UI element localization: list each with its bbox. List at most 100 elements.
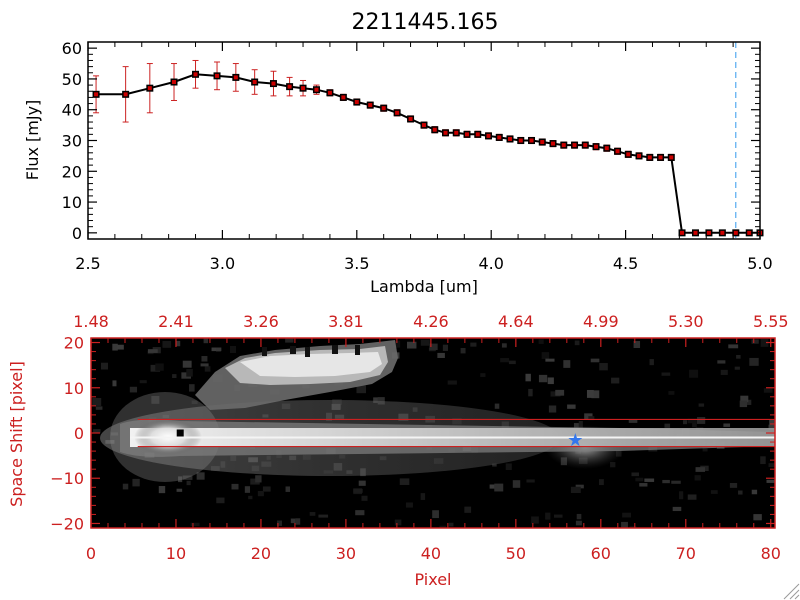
data-point-center bbox=[486, 133, 491, 138]
data-point-center bbox=[341, 95, 346, 100]
noise-speck bbox=[447, 380, 457, 385]
data-point-center bbox=[301, 86, 306, 91]
data-point-center bbox=[540, 140, 545, 145]
noise-speck bbox=[598, 479, 604, 486]
image-top-tick-label: 4.26 bbox=[413, 312, 449, 331]
noise-speck bbox=[751, 339, 759, 344]
noise-speck bbox=[231, 483, 239, 490]
image-x-tick-label: 0 bbox=[86, 544, 96, 563]
noise-speck bbox=[112, 380, 117, 387]
spectrum-panel: 2.5 3.0 3.5 4.0 4.5 5.0 0 10 20 30 40 50 60 Lambda [… bbox=[23, 39, 773, 296]
noise-speck bbox=[639, 483, 648, 487]
data-point-center bbox=[693, 230, 698, 235]
noise-speck bbox=[201, 356, 208, 362]
data-point-center bbox=[465, 132, 470, 137]
noise-speck bbox=[717, 360, 726, 364]
noise-speck bbox=[662, 479, 670, 484]
noise-speck bbox=[698, 403, 705, 407]
noise-speck bbox=[429, 343, 438, 351]
resize-grip[interactable] bbox=[783, 583, 800, 600]
noise-speck bbox=[687, 494, 697, 500]
noise-speck bbox=[505, 463, 512, 471]
noise-speck bbox=[399, 478, 410, 485]
noise-speck bbox=[591, 390, 600, 399]
data-point-center bbox=[215, 73, 220, 78]
noise-speck bbox=[749, 357, 759, 366]
noise-speck bbox=[494, 403, 500, 409]
data-point-center bbox=[408, 116, 413, 121]
y-tick-label: 10 bbox=[62, 193, 82, 212]
noise-speck bbox=[216, 497, 225, 504]
noise-speck bbox=[309, 512, 316, 516]
data-point-center bbox=[172, 80, 177, 85]
noise-speck bbox=[633, 341, 641, 349]
noise-speck bbox=[541, 352, 550, 359]
y-tick-label: 40 bbox=[62, 101, 82, 120]
noise-speck bbox=[203, 338, 209, 344]
noise-speck bbox=[460, 347, 466, 354]
noise-speck bbox=[186, 480, 191, 486]
data-point-center bbox=[626, 152, 631, 157]
data-point-center bbox=[604, 146, 609, 151]
noise-speck bbox=[692, 419, 697, 428]
spectrum-points bbox=[92, 70, 764, 237]
noise-speck bbox=[276, 520, 283, 526]
noise-speck bbox=[672, 506, 682, 512]
data-point-center bbox=[615, 149, 620, 154]
image-x-tick-label: 70 bbox=[676, 544, 696, 563]
noise-speck bbox=[545, 512, 551, 520]
noise-speck bbox=[621, 521, 628, 528]
data-point-center bbox=[314, 87, 319, 92]
noise-speck bbox=[178, 476, 183, 483]
noise-speck bbox=[492, 463, 497, 467]
spectrum-frame bbox=[87, 41, 761, 240]
data-point-center bbox=[669, 155, 674, 160]
image-top-tick-label: 1.48 bbox=[73, 312, 109, 331]
noise-speck bbox=[361, 495, 368, 501]
noise-speck bbox=[584, 413, 593, 420]
spectrum-ylabel: Flux [mJy] bbox=[23, 100, 42, 181]
noise-speck bbox=[610, 462, 616, 468]
x-tick-label: 4.0 bbox=[478, 254, 503, 273]
image-y-tick-label: −10 bbox=[50, 469, 84, 488]
x-tick-label: 3.0 bbox=[210, 254, 235, 273]
data-point-center bbox=[658, 155, 663, 160]
noise-speck bbox=[172, 374, 177, 379]
noise-speck bbox=[723, 423, 731, 427]
data-point-center bbox=[680, 230, 685, 235]
noise-speck bbox=[189, 384, 195, 392]
noise-speck bbox=[668, 391, 675, 395]
noise-speck bbox=[181, 372, 191, 379]
noise-speck bbox=[740, 395, 749, 403]
noise-speck bbox=[664, 423, 671, 428]
noise-speck bbox=[553, 514, 563, 518]
noise-speck bbox=[548, 405, 557, 413]
data-point-center bbox=[443, 130, 448, 135]
noise-speck bbox=[695, 467, 706, 472]
noise-speck bbox=[248, 495, 253, 500]
noise-speck bbox=[190, 522, 200, 527]
noise-speck bbox=[480, 373, 486, 377]
noise-speck bbox=[508, 360, 516, 365]
data-point-center bbox=[747, 230, 752, 235]
data-point-center bbox=[287, 84, 292, 89]
chart-title: 2211445.165 bbox=[352, 10, 499, 35]
noise-speck bbox=[739, 400, 748, 408]
noise-speck bbox=[525, 373, 531, 382]
noise-speck bbox=[689, 369, 699, 378]
noise-speck bbox=[377, 397, 385, 405]
noise-speck bbox=[696, 416, 706, 424]
noise-speck bbox=[285, 486, 291, 492]
spectrum-line bbox=[96, 73, 760, 234]
noise-speck bbox=[196, 472, 205, 480]
noise-speck bbox=[661, 372, 671, 376]
noise-speck bbox=[394, 519, 402, 526]
noise-speck bbox=[728, 344, 739, 349]
noise-speck bbox=[420, 493, 426, 500]
image-top-tick-label: 2.41 bbox=[158, 312, 194, 331]
noise-speck bbox=[176, 488, 183, 492]
data-point-center bbox=[497, 135, 502, 140]
data-point-center bbox=[252, 80, 257, 85]
noise-speck bbox=[622, 512, 631, 518]
